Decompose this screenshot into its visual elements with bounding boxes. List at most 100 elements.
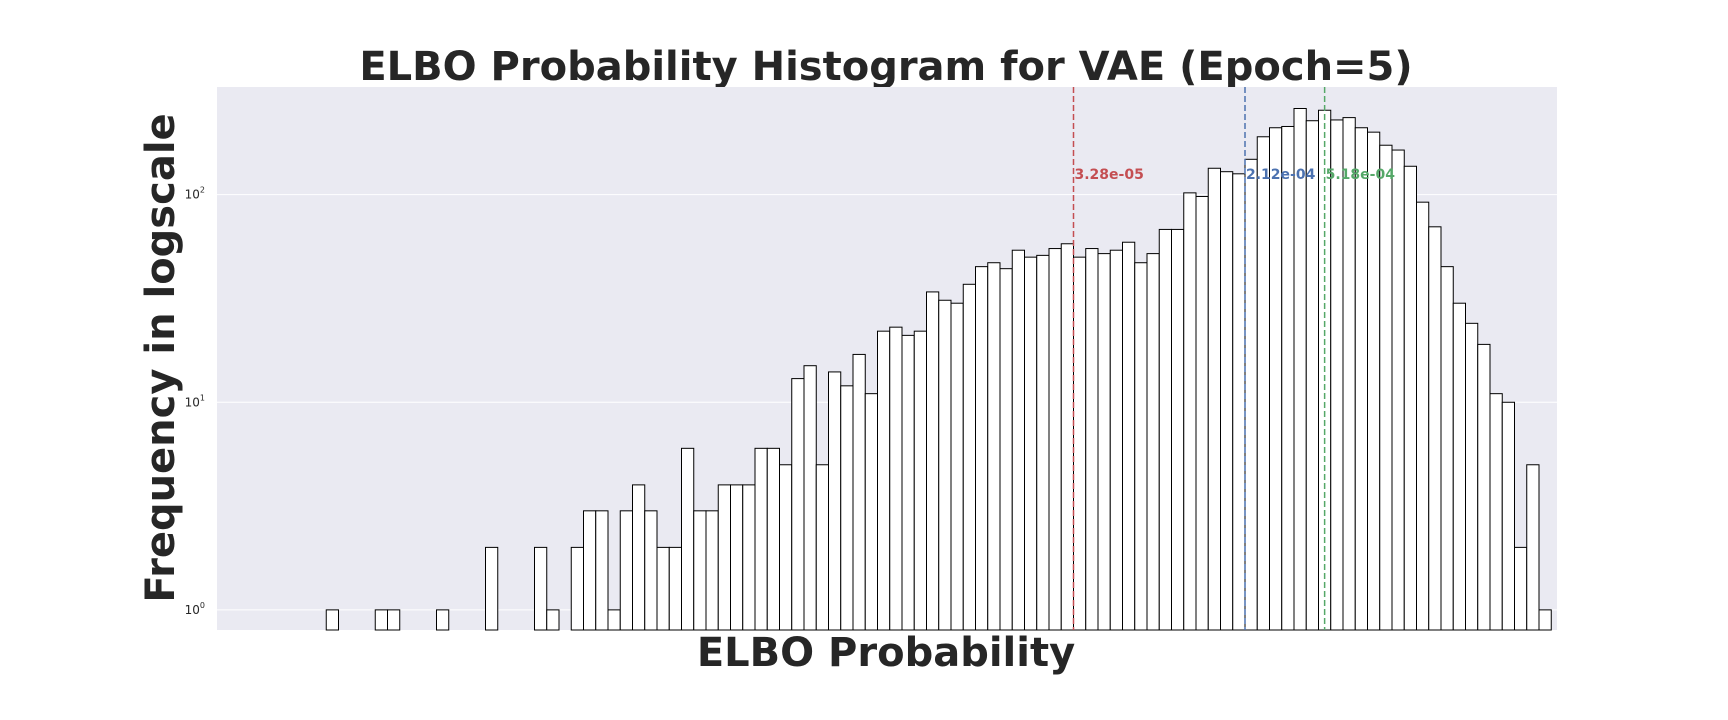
histogram-bar (1183, 192, 1197, 631)
histogram-bar (1428, 226, 1442, 631)
histogram-bar (730, 484, 744, 631)
histogram-bar (644, 510, 658, 631)
y-tick-label: 100 (185, 601, 205, 617)
y-tick-exponent: 0 (200, 601, 205, 610)
histogram-bar (1171, 228, 1185, 631)
histogram-bar (1489, 393, 1503, 631)
histogram-bar (1256, 136, 1270, 631)
histogram-bar (950, 302, 964, 631)
histogram-bar (1146, 253, 1160, 631)
histogram-bar (742, 484, 756, 631)
histogram-bar (1207, 167, 1221, 631)
histogram-bar (913, 330, 927, 631)
histogram-bar (1073, 256, 1087, 631)
histogram-bar (889, 326, 903, 631)
threshold-label: 5.18e-04 (1326, 167, 1396, 183)
histogram-bar (1526, 464, 1540, 631)
histogram-bar (779, 464, 793, 631)
y-tick-base: 10 (185, 188, 200, 202)
histogram-bar (1244, 158, 1258, 631)
histogram-bar (926, 291, 940, 631)
histogram-bar (1085, 248, 1099, 631)
histogram-bar (619, 510, 633, 631)
histogram-bar (1122, 241, 1136, 631)
histogram-bar (877, 330, 891, 631)
histogram-bar (693, 510, 707, 631)
histogram-bar (840, 385, 854, 631)
histogram-bar (1501, 401, 1515, 631)
y-tick-exponent: 1 (200, 393, 205, 402)
histogram-bars (325, 107, 1552, 631)
histogram-bar (1109, 249, 1123, 631)
histogram-bar (1367, 131, 1381, 631)
histogram-bar (938, 299, 952, 631)
histogram-bar (1416, 201, 1430, 631)
histogram-bar (1048, 248, 1062, 631)
histogram-bar (325, 609, 339, 631)
threshold-label: 3.28e-05 (1075, 167, 1144, 183)
histogram-bar (485, 546, 499, 631)
histogram-bar (766, 447, 780, 631)
histogram-bar (864, 393, 878, 631)
histogram-bar (1477, 343, 1491, 631)
histogram-bar (987, 262, 1001, 631)
histogram-bar (583, 510, 597, 631)
histogram-bar (656, 546, 670, 631)
histogram-bar (852, 353, 866, 631)
histogram-bar (436, 609, 450, 631)
histogram-bar (632, 484, 646, 631)
histogram-bar (754, 447, 768, 631)
histogram-bar (1440, 266, 1454, 631)
histogram-bar (374, 609, 388, 631)
histogram-bar (1391, 149, 1405, 631)
histogram-bar (1293, 107, 1307, 631)
histogram-bar (668, 546, 682, 631)
threshold-lines: 3.28e-05 2.12e-04 5.18e-04 (1072, 87, 1396, 630)
histogram-bar (962, 283, 976, 631)
histogram-bar (570, 546, 584, 631)
y-tick-exponent: 2 (200, 186, 205, 195)
y-tick-base: 10 (185, 395, 200, 409)
histogram-bar (815, 464, 829, 631)
y-tick-label: 101 (185, 393, 205, 409)
histogram-bar (1060, 243, 1074, 631)
histogram-bar (546, 609, 560, 631)
histogram-bar (1403, 165, 1417, 631)
histogram-bar (1024, 256, 1038, 631)
histogram-bar (1354, 127, 1368, 631)
histogram-bar (1269, 127, 1283, 631)
histogram-bar (975, 266, 989, 631)
histogram-bar (1305, 120, 1319, 631)
histogram-bar (607, 609, 621, 631)
histogram-bar (828, 371, 842, 631)
histogram-bar (791, 378, 805, 631)
histogram-bar (1232, 173, 1246, 631)
histogram-bar (534, 546, 548, 631)
histogram-bar (1342, 117, 1356, 631)
x-axis-label: ELBO Probability (697, 630, 1075, 676)
y-tick-label: 102 (185, 186, 205, 202)
histogram-bar (1158, 228, 1172, 631)
histogram-bar (1281, 125, 1295, 631)
histogram-bar (803, 365, 817, 631)
threshold-label: 2.12e-04 (1246, 167, 1316, 183)
histogram-bar (1011, 249, 1025, 631)
histogram-bar (705, 510, 719, 631)
histogram-bar (595, 510, 609, 631)
histogram-bar (1514, 546, 1528, 631)
histogram-bar (1097, 253, 1111, 631)
histogram-bar (1195, 195, 1209, 631)
histogram-bar (1036, 254, 1050, 631)
histogram-bar (1538, 609, 1552, 631)
histogram-bar (1330, 119, 1344, 631)
histogram-bar (1465, 322, 1479, 631)
histogram-bar (901, 334, 915, 631)
histogram-bar (1220, 171, 1234, 631)
histogram-bar (681, 447, 695, 631)
y-axis-label: Frequency in logscale (138, 113, 184, 602)
histogram-bar (1379, 144, 1393, 631)
histogram-bar (1134, 262, 1148, 631)
histogram-bar (1452, 302, 1466, 631)
